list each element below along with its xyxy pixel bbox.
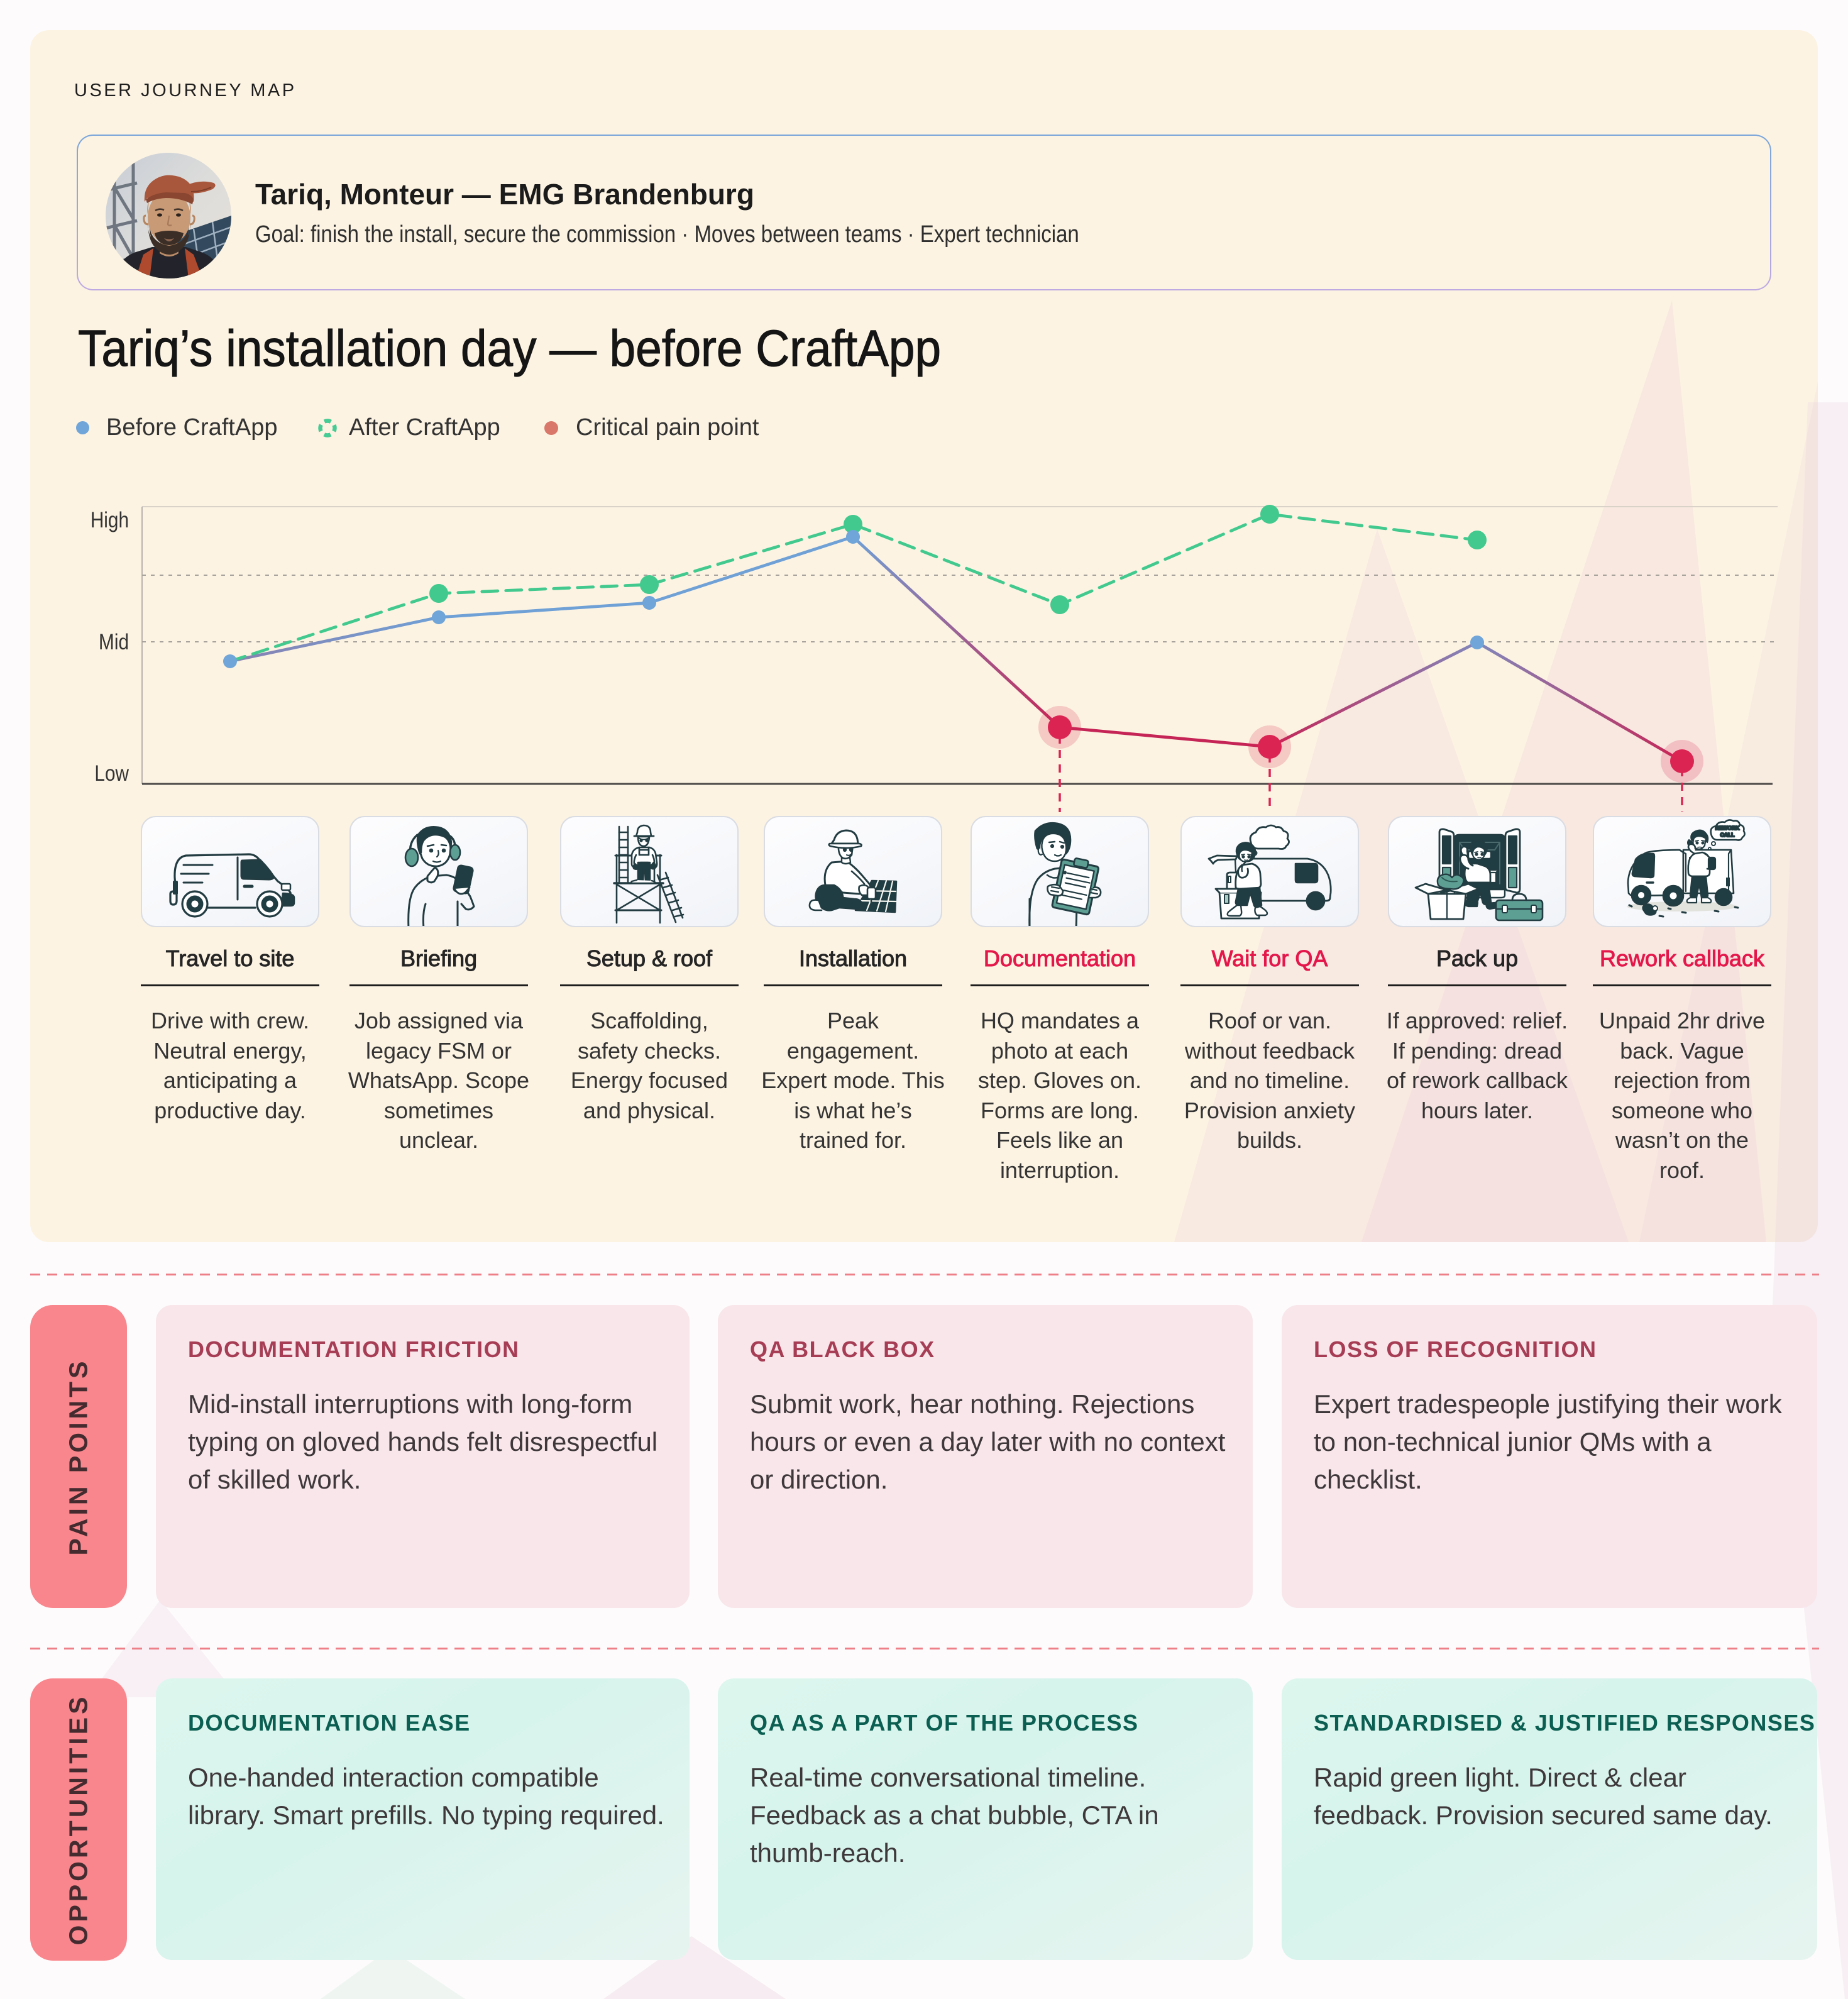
svg-text:CALL: CALL xyxy=(1720,832,1735,838)
svg-text:REWORK: REWORK xyxy=(1715,825,1741,831)
